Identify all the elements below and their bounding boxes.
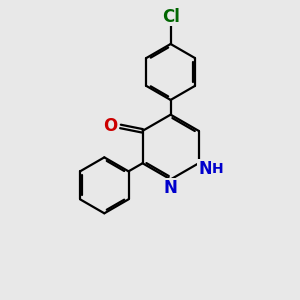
Text: N: N — [198, 160, 212, 178]
Text: H: H — [212, 161, 224, 176]
Text: O: O — [103, 117, 117, 135]
Text: N: N — [164, 179, 178, 197]
Text: Cl: Cl — [162, 8, 179, 26]
